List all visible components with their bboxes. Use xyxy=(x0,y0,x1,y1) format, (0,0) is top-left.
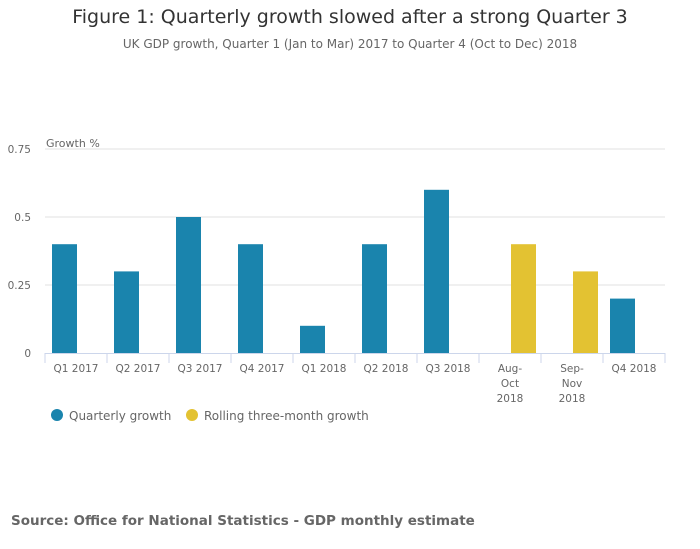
legend-item[interactable]: Rolling three-month growth xyxy=(186,409,369,423)
legend-marker-icon xyxy=(51,409,63,421)
legend-label: Rolling three-month growth xyxy=(204,409,369,423)
bar[interactable] xyxy=(300,325,325,353)
x-tick-label: Q3 2017 xyxy=(177,363,222,375)
chart-subtitle: UK GDP growth, Quarter 1 (Jan to Mar) 20… xyxy=(122,37,578,51)
x-tick-label: Q1 2017 xyxy=(53,363,98,375)
gridlines xyxy=(45,148,665,286)
bar[interactable] xyxy=(238,244,263,353)
x-tick-label: Q2 2018 xyxy=(363,363,408,375)
bars xyxy=(52,189,635,353)
x-tick-label: Q1 2018 xyxy=(301,363,346,375)
x-tick-label: Sep-Nov 2018 xyxy=(559,363,586,405)
bar[interactable] xyxy=(362,244,387,353)
legend: Quarterly growth Rolling three-month grow… xyxy=(51,409,369,423)
y-tick-label: 0.75 xyxy=(8,144,31,156)
bar[interactable] xyxy=(424,189,449,353)
bar-chart: 0 0.25 0.5 0.75 Growth % Q1 2017 Q2 2017 Q3 2… xyxy=(8,137,666,423)
y-axis-label: Growth % xyxy=(46,137,100,150)
bar[interactable] xyxy=(511,244,536,353)
x-tick-label: Q4 2018 xyxy=(611,363,656,375)
y-tick-label: 0.25 xyxy=(8,280,31,292)
legend-marker-icon xyxy=(186,409,198,421)
bar[interactable] xyxy=(176,217,201,353)
bar[interactable] xyxy=(610,298,635,353)
x-tick-label: Q2 2017 xyxy=(115,363,160,375)
source-note: Source: Office for National Statistics -… xyxy=(11,513,475,529)
y-tick-label: 0 xyxy=(24,348,31,360)
bar[interactable] xyxy=(573,271,598,353)
y-axis-ticks: 0 0.25 0.5 0.75 xyxy=(8,144,31,360)
x-axis: Q1 2017 Q2 2017 Q3 2017 Q4 2017 Q1 2018 Q2 20… xyxy=(44,353,666,405)
bar[interactable] xyxy=(52,244,77,353)
x-tick-label: Q3 2018 xyxy=(425,363,470,375)
legend-item[interactable]: Quarterly growth xyxy=(51,409,171,423)
legend-label: Quarterly growth xyxy=(69,409,171,423)
x-tick-label: Aug-Oct 2018 xyxy=(497,363,524,405)
bar[interactable] xyxy=(114,271,139,353)
chart-title: Figure 1: Quarterly growth slowed after … xyxy=(72,6,628,28)
y-tick-label: 0.5 xyxy=(14,212,31,224)
x-tick-label: Q4 2017 xyxy=(239,363,284,375)
